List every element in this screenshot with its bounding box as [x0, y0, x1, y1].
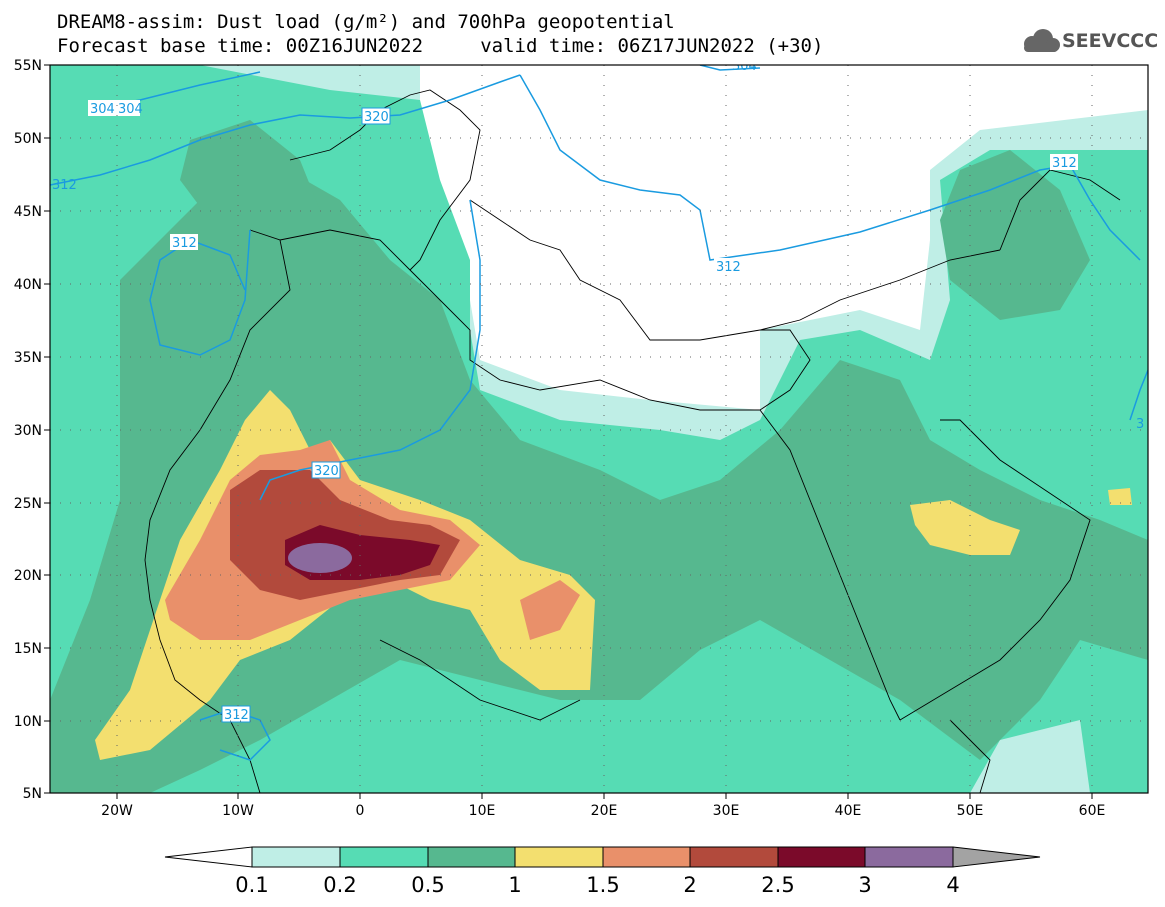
- lon-labels: 20W 10W 0 10E 20E 30E 40E 50E 60E: [101, 803, 1105, 819]
- contour-label: 312: [224, 708, 249, 723]
- lat-label: 15N: [14, 641, 42, 657]
- axis-ticks: [44, 64, 1093, 799]
- lat-label: 20N: [14, 568, 42, 584]
- lat-label: 45N: [14, 204, 42, 220]
- cloud-icon: [1024, 29, 1060, 55]
- lon-label: 0: [356, 803, 365, 819]
- dust-contour-0.5-north: [180, 120, 320, 240]
- lat-label: 10N: [14, 714, 42, 730]
- dust-contour-1-arabia: [910, 500, 1020, 555]
- colorbar-segment: [514, 846, 604, 868]
- lat-label: 5N: [23, 786, 42, 802]
- contour-label: 304: [118, 102, 143, 117]
- contour-label: 3: [1136, 417, 1144, 432]
- colorbar-segment: [251, 846, 341, 868]
- contour-label: 312: [172, 236, 197, 251]
- colorbar-high-arrow: [952, 846, 1041, 868]
- dust-contour-1.5-east: [520, 580, 580, 640]
- contour-label: 320: [364, 110, 389, 125]
- contour-label: 304: [732, 59, 757, 74]
- contour-label: 312: [1052, 156, 1077, 171]
- dust-contour-0.5: [50, 160, 1148, 793]
- colorbar-segment: [777, 846, 866, 868]
- colorbar-label: 1: [508, 873, 521, 897]
- contour-labels: 304 304 304 320 312 312 312 320 312 312 …: [52, 59, 1144, 723]
- lon-label: 20E: [591, 803, 618, 819]
- logo-text: SEEVCCC: [1062, 30, 1159, 52]
- colorbar-segment: [689, 846, 779, 868]
- contour-label: 312: [716, 260, 741, 275]
- colorbar-label: 2: [683, 873, 696, 897]
- map-field: 304 304 304 320 312 312 312 320 312 312 …: [50, 59, 1148, 793]
- colorbar-segment: [864, 846, 954, 868]
- colorbar-segment: [602, 846, 691, 868]
- lat-label: 35N: [14, 350, 42, 366]
- lat-labels: 55N 50N 45N 40N 35N 30N 25N 20N 15N 10N …: [14, 58, 42, 802]
- dust-contour-1-gulf: [1108, 488, 1132, 505]
- lon-label: 30E: [713, 803, 740, 819]
- colorbar-low-arrow: [164, 846, 253, 868]
- colorbar-label: 1.5: [586, 873, 619, 897]
- colorbar-segment: [339, 846, 429, 868]
- lon-label: 20W: [101, 803, 133, 819]
- colorbar-label: 0.5: [411, 873, 444, 897]
- colorbar-label: 0.2: [323, 873, 356, 897]
- map-frame: [49, 64, 1149, 794]
- title-line-1: DREAM8-assim: Dust load (g/m²) and 700hP…: [57, 11, 675, 33]
- title-line-2: Forecast base time: 00Z16JUN2022 valid t…: [57, 35, 824, 57]
- dust-contour-3: [288, 543, 352, 573]
- lat-label: 30N: [14, 423, 42, 439]
- lon-label: 60E: [1079, 803, 1106, 819]
- lon-label: 50E: [957, 803, 984, 819]
- contour-label: 312: [52, 178, 77, 193]
- colorbar-segment: [427, 846, 516, 868]
- colorbar: [164, 846, 1041, 868]
- contour-label: 320: [314, 464, 339, 479]
- contour-label: 304: [90, 102, 115, 117]
- lon-label: 40E: [835, 803, 862, 819]
- colorbar-label: 3: [858, 873, 871, 897]
- lon-label: 10E: [469, 803, 496, 819]
- lat-label: 55N: [14, 58, 42, 74]
- colorbar-label: 2.5: [761, 873, 794, 897]
- colorbar-label: 0.1: [235, 873, 268, 897]
- colorbar-label: 4: [946, 873, 959, 897]
- lon-label: 10W: [222, 803, 254, 819]
- lat-label: 25N: [14, 496, 42, 512]
- colorbar-labels: 0.1 0.2 0.5 1 1.5 2 2.5 3 4: [235, 873, 959, 897]
- lat-label: 50N: [14, 131, 42, 147]
- dust-contour-0.5-east: [940, 150, 1090, 320]
- geopotential-contours: [50, 65, 1148, 761]
- lat-label: 40N: [14, 277, 42, 293]
